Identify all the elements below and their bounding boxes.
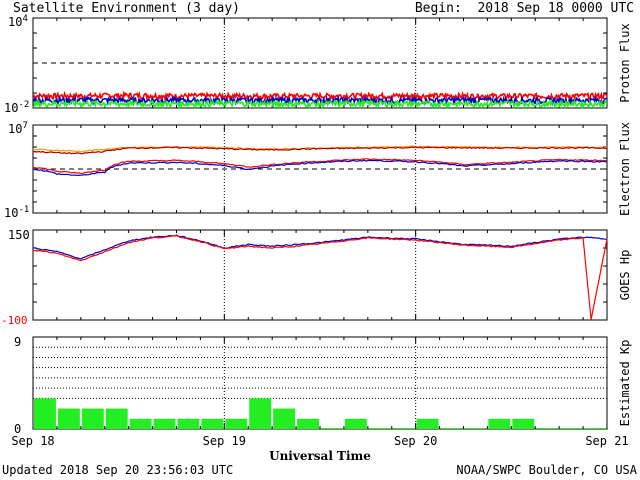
chart-title: Satellite Environment (3 day)	[13, 1, 240, 16]
kp-bar	[560, 428, 583, 429]
y-tick-label-bottom: -100	[1, 314, 28, 327]
x-tick-label: Sep 18	[11, 434, 54, 448]
kp-bar	[201, 418, 224, 429]
y-tick-label-bottom: 10-2	[4, 100, 29, 115]
series-line-darkred	[32, 146, 608, 155]
y-tick-label-bottom: 0	[14, 422, 21, 436]
kp-bar	[57, 408, 80, 429]
kp-bar	[225, 418, 248, 429]
kp-bar	[273, 408, 296, 429]
y-axis-label: Estimated Kp	[618, 340, 632, 427]
begin-value: 2018 Sep 18 0000 UTC	[477, 1, 634, 16]
series-line-blue	[32, 95, 608, 107]
kp-bar	[321, 428, 343, 429]
y-tick-label-top: 9	[14, 335, 21, 349]
x-tick-label: Sep 20	[394, 434, 437, 448]
x-tick-label: Sep 19	[203, 434, 246, 448]
begin-label-text: Begin:	[414, 1, 462, 16]
kp-bar	[392, 428, 415, 429]
panel-3: GOES Hp 150 -100	[1, 228, 632, 327]
kp-bar	[177, 418, 200, 429]
y-axis-label: GOES Hp	[618, 250, 632, 301]
kp-bar	[584, 428, 606, 429]
panel-2: Electron Flux 107 10-1	[4, 121, 632, 220]
series-line-red	[32, 234, 608, 320]
updated-timestamp: Updated 2018 Sep 20 23:56:03 UTC	[2, 463, 234, 477]
x-axis-title: Universal Time	[269, 449, 371, 463]
kp-bar	[34, 398, 56, 429]
y-axis-label: Electron Flux	[618, 122, 632, 216]
kp-bar	[297, 418, 319, 429]
panel-1: Proton Flux 104 10-2	[4, 14, 632, 115]
kp-bar	[440, 428, 463, 429]
y-tick-label-top: 107	[8, 121, 28, 136]
kp-bar	[129, 418, 152, 429]
y-axis-label: Proton Flux	[618, 23, 632, 102]
credit-text: NOAA/SWPC Boulder, CO USA	[456, 463, 637, 477]
kp-bar	[416, 418, 439, 429]
series-line-blue	[32, 234, 608, 260]
y-tick-label-top: 104	[8, 14, 28, 29]
kp-bar	[153, 418, 176, 429]
kp-bar	[536, 428, 559, 429]
kp-bar	[464, 428, 487, 429]
kp-bar	[488, 418, 511, 429]
y-tick-label-bottom: 10-1	[4, 205, 29, 220]
series-line-green	[32, 98, 608, 111]
series-line-red	[32, 158, 608, 175]
y-tick-label-top: 150	[8, 228, 30, 242]
kp-bar	[344, 418, 367, 429]
series-line-blue	[32, 159, 608, 177]
x-tick-label: Sep 21	[585, 434, 628, 448]
kp-bar	[81, 408, 104, 429]
begin-label: Begin: 2018 Sep 18 0000 UTC	[415, 1, 634, 17]
kp-bar	[512, 418, 535, 429]
kp-bar	[368, 428, 391, 429]
kp-bar	[105, 408, 128, 429]
kp-bar	[249, 398, 272, 429]
